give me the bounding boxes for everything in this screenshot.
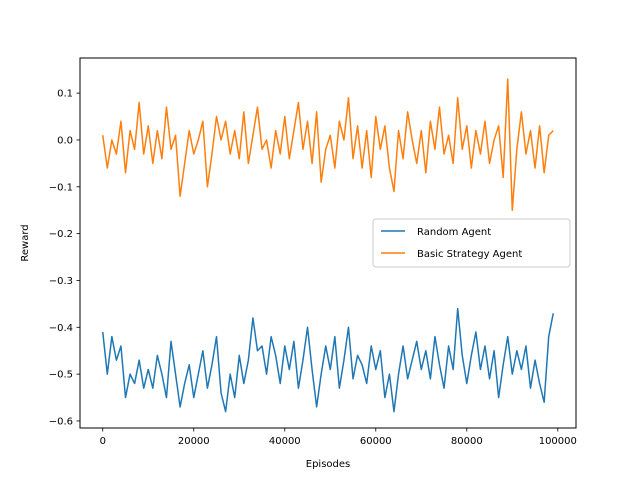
legend-label-random-agent: Random Agent [417,227,491,238]
y-tick-label: −0.1 [49,182,73,193]
series-line-basic-strategy-agent [102,78,554,211]
y-axis-label: Reward [20,224,31,261]
y-tick-label: 0.0 [57,135,73,146]
y-tick-label: −0.5 [49,370,73,381]
x-tick-label: 60000 [360,436,392,447]
legend: Random Agent Basic Strategy Agent [372,218,571,268]
y-tick-label: −0.2 [49,229,73,240]
x-tick-label: 100000 [539,436,577,447]
x-tick-label: 0 [100,436,106,447]
y-tick-label: −0.6 [49,416,73,427]
x-axis-label: Episodes [306,459,350,470]
x-tick-label: 40000 [269,436,301,447]
legend-box [372,218,571,268]
y-tick-label: 0.1 [57,89,73,100]
legend-label-basic-strategy-agent: Basic Strategy Agent [417,249,522,260]
y-tick-label: −0.3 [49,276,73,287]
axis-ticks: 0 20000 40000 60000 80000 100000 −0.6 −0.5 −0.4 −… [49,89,577,447]
x-tick-label: 80000 [451,436,483,447]
y-tick-label: −0.4 [49,323,73,334]
x-tick-label: 20000 [178,436,210,447]
series-line-random-agent [102,307,554,413]
plot-area [102,78,554,413]
axes-frame [79,57,577,429]
